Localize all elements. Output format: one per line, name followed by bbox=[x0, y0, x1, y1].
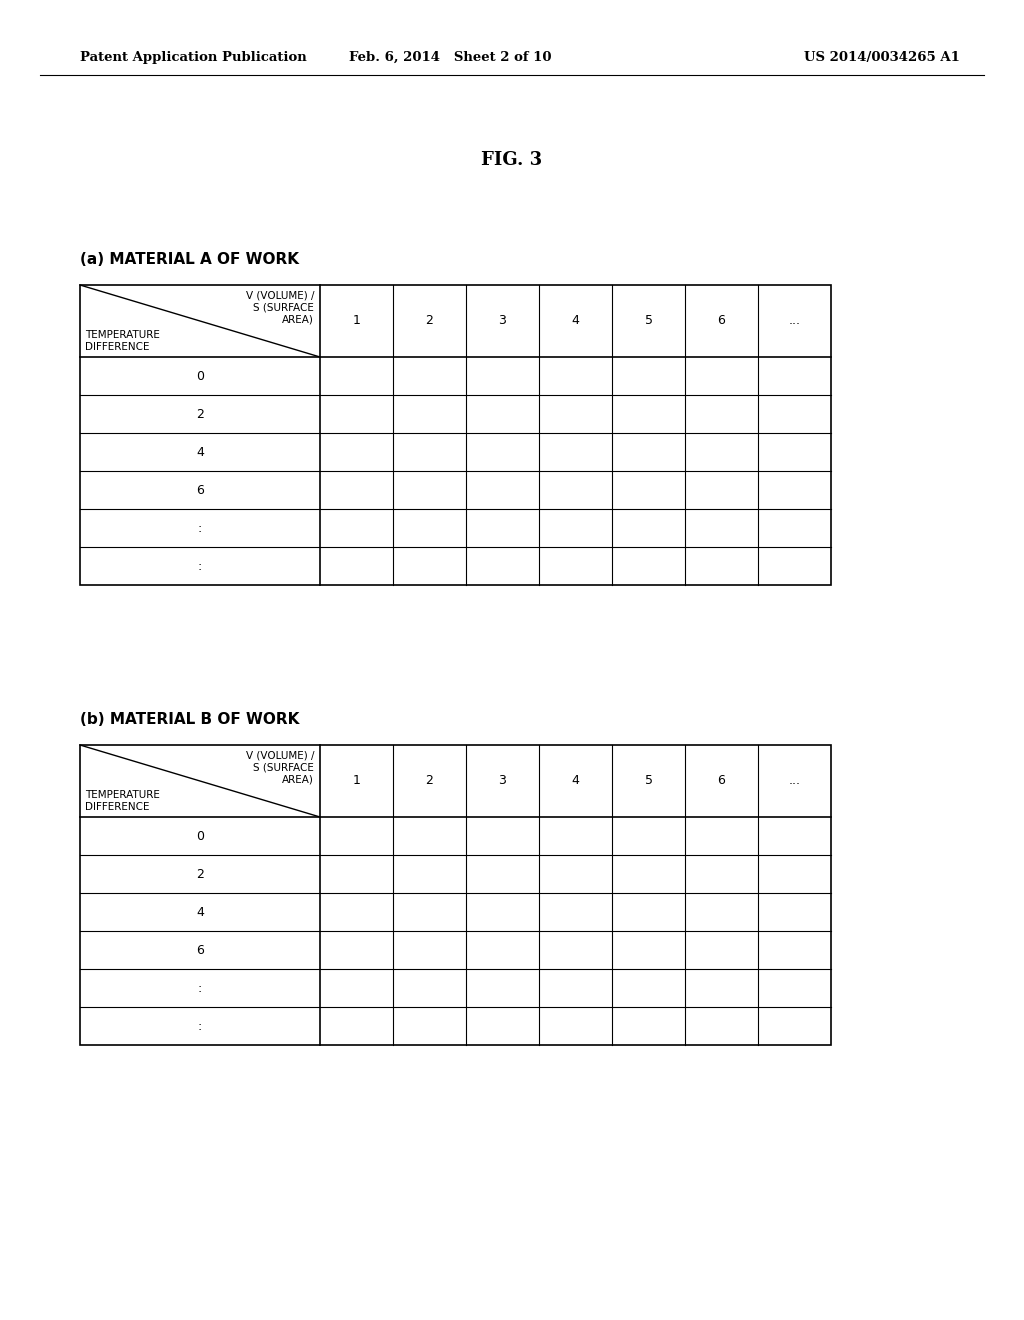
Text: :: : bbox=[198, 982, 202, 994]
Text: 2: 2 bbox=[196, 408, 204, 421]
Text: 2: 2 bbox=[196, 867, 204, 880]
Text: US 2014/0034265 A1: US 2014/0034265 A1 bbox=[804, 50, 961, 63]
Text: 2: 2 bbox=[426, 775, 433, 788]
Text: 4: 4 bbox=[196, 906, 204, 919]
Bar bbox=[80, 285, 831, 585]
Text: 6: 6 bbox=[718, 775, 725, 788]
Text: 3: 3 bbox=[499, 775, 507, 788]
Text: 5: 5 bbox=[644, 314, 652, 327]
Text: (a) MATERIAL A OF WORK: (a) MATERIAL A OF WORK bbox=[80, 252, 299, 268]
Text: 6: 6 bbox=[718, 314, 725, 327]
Bar bbox=[80, 744, 831, 1045]
Text: Feb. 6, 2014   Sheet 2 of 10: Feb. 6, 2014 Sheet 2 of 10 bbox=[349, 50, 551, 63]
Text: 4: 4 bbox=[196, 446, 204, 458]
Text: 4: 4 bbox=[571, 775, 580, 788]
Text: 2: 2 bbox=[426, 314, 433, 327]
Text: 1: 1 bbox=[352, 775, 360, 788]
Text: 3: 3 bbox=[499, 314, 507, 327]
Text: TEMPERATURE
DIFFERENCE: TEMPERATURE DIFFERENCE bbox=[85, 330, 160, 352]
Text: (b) MATERIAL B OF WORK: (b) MATERIAL B OF WORK bbox=[80, 713, 299, 727]
Text: ...: ... bbox=[788, 775, 801, 788]
Text: 6: 6 bbox=[196, 944, 204, 957]
Text: FIG. 3: FIG. 3 bbox=[481, 150, 543, 169]
Text: 0: 0 bbox=[196, 370, 204, 383]
Text: V (VOLUME) /
S (SURFACE
AREA): V (VOLUME) / S (SURFACE AREA) bbox=[246, 750, 314, 785]
Text: 1: 1 bbox=[352, 314, 360, 327]
Text: :: : bbox=[198, 560, 202, 573]
Text: 5: 5 bbox=[644, 775, 652, 788]
Text: Patent Application Publication: Patent Application Publication bbox=[80, 50, 307, 63]
Text: ...: ... bbox=[788, 314, 801, 327]
Text: TEMPERATURE
DIFFERENCE: TEMPERATURE DIFFERENCE bbox=[85, 789, 160, 812]
Text: 4: 4 bbox=[571, 314, 580, 327]
Text: :: : bbox=[198, 1019, 202, 1032]
Text: 6: 6 bbox=[196, 483, 204, 496]
Text: V (VOLUME) /
S (SURFACE
AREA): V (VOLUME) / S (SURFACE AREA) bbox=[246, 290, 314, 325]
Text: :: : bbox=[198, 521, 202, 535]
Text: 0: 0 bbox=[196, 829, 204, 842]
